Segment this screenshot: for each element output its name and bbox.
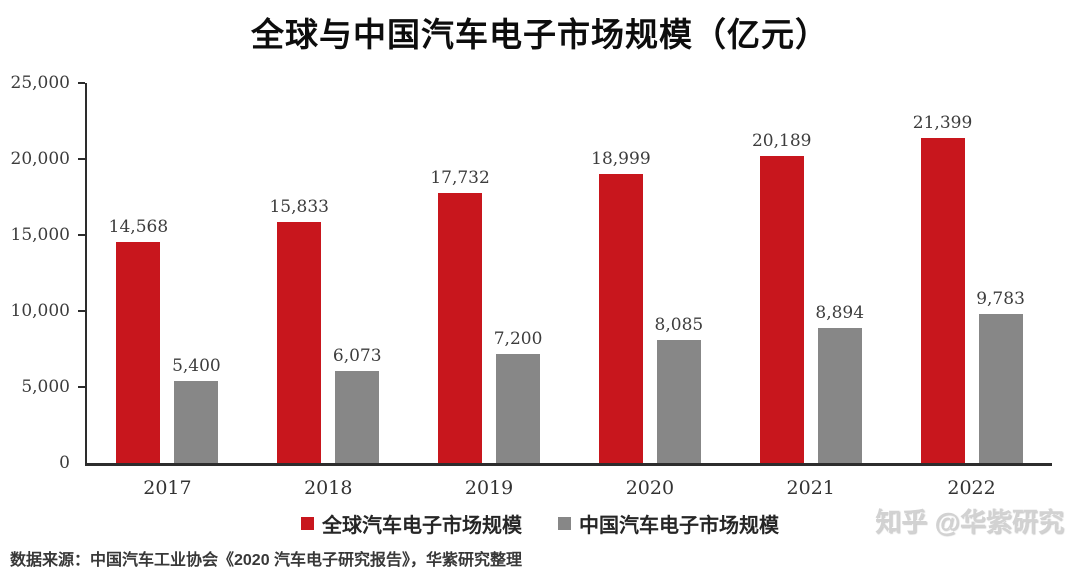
x-tick-label-2018: 2018 [304,477,353,499]
bar-global-2021: 20,189 [752,131,811,463]
y-tick-label: 5,000 [21,377,70,397]
year-group-2017: 14,568 5,400 2017 [87,83,248,499]
legend-item-global: 全球汽车电子市场规模 [301,509,522,538]
value-label-global-2022: 21,399 [912,112,973,133]
x-tick-label-2019: 2019 [464,477,514,499]
year-group-2019: 17,732 7,200 2019 [409,83,570,499]
bar-groups: 14,568 5,400 2017 15,833 6,073 2018 17,732 7,20… [87,83,1052,499]
y-axis-labels: 25,000 20,000 15,000 10,000 5,000 0 [0,73,70,473]
y-tick-label: 0 [59,453,70,473]
bar-global-2019: 17,732 [430,168,490,463]
y-tick-label: 20,000 [10,149,70,169]
x-tick-label-2022: 2022 [947,477,996,499]
value-label-global-2021: 20,189 [751,131,812,152]
bar-global-2020: 18,999 [591,149,651,463]
plot-area: 14,568 5,400 2017 15,833 6,073 2018 17,732 7,20… [78,82,1052,499]
legend-label-china: 中国汽车电子市场规模 [579,515,779,537]
legend-item-china: 中国汽车电子市场规模 [558,509,779,538]
source-note: 数据来源：中国汽车工业协会《2020 汽车电子研究报告》，华紫研究整理 [10,552,523,569]
legend-label-global: 全球汽车电子市场规模 [322,515,522,537]
legend: 全球汽车电子市场规模 中国汽车电子市场规模 [0,509,1080,538]
bar-global-2017: 14,568 [109,217,168,463]
value-label-china-2022: 9,783 [976,289,1025,310]
y-tick-mark [78,234,85,236]
year-group-2021: 20,189 8,894 2021 [730,83,891,499]
value-label-china-2017: 5,400 [172,355,221,376]
y-tick-mark [78,82,85,84]
value-label-china-2020: 8,085 [654,315,704,336]
watermark-zhihu: 知乎 @华紫研究 [875,507,1064,537]
bar-china-2022: 9,783 [976,289,1025,463]
year-group-2020: 18,999 8,085 2020 [569,83,730,499]
value-label-global-2019: 17,732 [430,168,490,189]
y-tick-label: 25,000 [10,73,70,93]
year-group-2018: 15,833 6,073 2018 [248,83,409,499]
value-label-global-2020: 18,999 [591,149,651,170]
legend-swatch-icon [558,517,571,530]
value-label-china-2018: 6,073 [332,345,382,366]
bar-global-2022: 21,399 [913,113,972,463]
value-label-china-2019: 7,200 [493,328,543,349]
y-tick-label: 15,000 [10,225,70,245]
y-tick-label: 10,000 [10,301,70,321]
bar-global-2018: 15,833 [269,197,329,463]
y-tick-mark [78,310,85,312]
x-tick-label-2017: 2017 [143,477,192,499]
bar-china-2020: 8,085 [655,315,703,463]
value-label-global-2017: 14,568 [108,216,169,237]
value-label-china-2021: 8,894 [815,302,865,323]
y-tick-mark [78,158,85,160]
x-tick-label-2021: 2021 [786,477,835,499]
bar-china-2021: 8,894 [815,303,864,463]
legend-swatch-icon [301,517,314,530]
value-label-global-2018: 15,833 [269,197,329,218]
y-tick-mark [78,386,85,388]
bar-china-2018: 6,073 [333,346,382,463]
chart-title: 全球与中国汽车电子市场规模（亿元） [251,16,829,53]
bar-china-2019: 7,200 [494,329,542,463]
bar-china-2017: 5,400 [172,356,221,463]
year-group-2022: 21,399 9,783 2022 [891,83,1052,499]
x-tick-label-2020: 2020 [625,477,675,499]
